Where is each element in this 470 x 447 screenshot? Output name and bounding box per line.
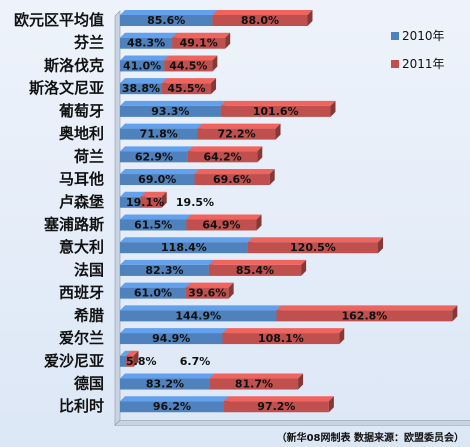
bar-2011	[197, 123, 281, 140]
category-label: 斯洛伐克	[44, 56, 104, 74]
data-label-2010: 48.3%	[127, 37, 165, 50]
data-label-2010: 61.5%	[134, 218, 172, 231]
data-label-2011: 45.5%	[167, 82, 205, 95]
category-label: 荷兰	[74, 147, 104, 165]
data-label-2010: 144.9%	[175, 309, 221, 322]
category-label: 斯洛文尼亚	[29, 79, 104, 97]
data-label-2011: 64.2%	[204, 150, 242, 163]
bar-2011	[140, 191, 167, 208]
legend-swatch	[391, 60, 399, 68]
data-label-2011: 64.9%	[202, 218, 240, 231]
bar-2011	[208, 259, 307, 276]
axis-wall	[114, 10, 121, 426]
category-label: 卢森堡	[59, 193, 104, 211]
axis-floor	[114, 419, 470, 426]
data-label-2010: 96.2%	[153, 400, 191, 413]
category-label: 爱尔兰	[59, 329, 104, 347]
data-label-2010: 62.9%	[135, 150, 173, 163]
data-label-2010: 38.8%	[122, 82, 160, 95]
data-label-2011: 44.5%	[169, 59, 207, 72]
data-label-2011: 101.6%	[253, 105, 299, 118]
labels-layer: 85.6% 88.0% 48.3% 49.1% 41.0% 44.5% 38.8% 45.5%…	[122, 14, 387, 413]
data-label-2010: 69.0%	[138, 173, 176, 186]
legend-swatch	[391, 32, 399, 40]
category-label: 塞浦路斯	[44, 215, 104, 233]
source-note: （新华08网制表 数据来源：欧盟委员会）	[277, 431, 464, 444]
bar-2011	[247, 237, 384, 254]
data-label-2011: 49.1%	[180, 37, 218, 50]
data-label-2010: 83.2%	[146, 378, 184, 391]
bar-2011	[222, 328, 345, 345]
data-label-2011: 85.4%	[236, 264, 274, 277]
category-label: 德国	[74, 375, 104, 393]
legend: 2010年 2011年	[391, 29, 445, 71]
bar-2011	[186, 214, 262, 231]
bar-2011	[220, 100, 336, 117]
data-label-2011: 72.2%	[217, 128, 255, 141]
data-label-2011: 39.6%	[188, 287, 226, 300]
bar-2011	[194, 169, 275, 186]
bar-2011	[223, 396, 334, 413]
category-label: 奥地利	[59, 125, 104, 143]
category-label: 西班牙	[59, 284, 104, 302]
category-label: 法国	[74, 261, 104, 279]
data-label-2010: 19.1%	[126, 196, 164, 209]
bars-layer	[120, 10, 458, 413]
legend-label: 2011年	[402, 57, 445, 71]
data-label-2010: 94.9%	[152, 332, 190, 345]
data-label-2011: 69.6%	[213, 173, 251, 186]
data-label-2010: 71.8%	[140, 128, 178, 141]
data-label-2010: 93.3%	[151, 105, 189, 118]
category-label: 爱沙尼亚	[44, 352, 104, 370]
data-label-2010: 5.8%	[126, 355, 157, 368]
category-labels: 欧元区平均值芬兰斯洛伐克斯洛文尼亚葡萄牙奥地利荷兰马耳他卢森堡塞浦路斯意大利法国…	[14, 11, 104, 415]
category-label: 希腊	[74, 306, 104, 324]
data-label-2011: 97.2%	[257, 400, 295, 413]
data-label-2011: 120.5%	[290, 241, 336, 254]
bar-2011	[187, 146, 263, 163]
category-label: 欧元区平均值	[14, 11, 104, 29]
bar-2011	[172, 32, 231, 49]
category-label: 意大利	[59, 238, 104, 256]
bar-2011	[185, 282, 234, 299]
bar-2011	[126, 350, 139, 367]
data-label-2011: 6.7%	[180, 355, 211, 368]
data-label-2011: 19.5%	[176, 196, 214, 209]
data-label-2010: 61.0%	[134, 287, 172, 300]
data-label-2011: 162.8%	[341, 309, 387, 322]
bar-2011	[276, 305, 458, 322]
bar-2011	[164, 55, 218, 72]
axis-layer	[114, 10, 470, 426]
data-label-2011: 108.1%	[258, 332, 304, 345]
legend-label: 2010年	[402, 29, 445, 43]
bar-2011	[209, 373, 304, 390]
data-label-2011: 81.7%	[235, 378, 273, 391]
category-label: 比利时	[59, 397, 104, 415]
category-label: 芬兰	[74, 34, 104, 52]
data-label-2010: 118.4%	[161, 241, 207, 254]
data-label-2011: 88.0%	[241, 14, 279, 27]
category-label: 马耳他	[59, 170, 104, 188]
data-label-2010: 41.0%	[123, 59, 161, 72]
data-label-2010: 85.6%	[147, 14, 185, 27]
bar-2011	[212, 10, 313, 26]
bar-2011	[161, 78, 217, 95]
data-label-2010: 82.3%	[145, 264, 183, 277]
category-label: 葡萄牙	[58, 102, 104, 120]
